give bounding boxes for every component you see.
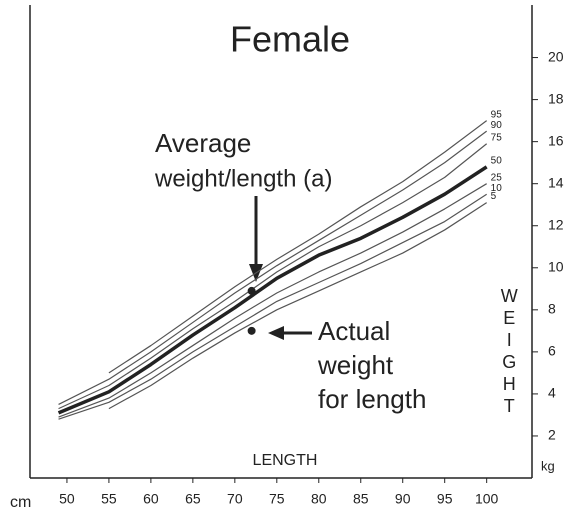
series-label: 95 — [491, 109, 503, 120]
percentile-line — [58, 183, 487, 418]
percentile-line — [57, 165, 488, 415]
percentile-line — [108, 120, 488, 374]
percentile-line — [58, 193, 487, 420]
y-tick-label: 10 — [548, 258, 564, 274]
y-tick-label: 8 — [548, 301, 556, 317]
series-label: 25 — [491, 172, 503, 183]
point — [247, 326, 256, 335]
y-tick-label: 16 — [548, 132, 564, 148]
percentile-line — [108, 202, 487, 410]
percentile-line — [58, 143, 488, 410]
x-tick-label: 90 — [395, 491, 411, 507]
x-tick-label: 60 — [143, 491, 159, 507]
y-tick-label: 18 — [548, 90, 564, 106]
percentile-line — [58, 130, 488, 405]
arrow-head — [268, 326, 284, 340]
annotation-text: weight — [317, 350, 394, 380]
annotation-text: Average — [155, 128, 251, 158]
series-label: 50 — [491, 156, 503, 167]
y-tick-label: 14 — [548, 174, 564, 190]
annotation-text: Actual — [318, 316, 390, 346]
y-tick-label: 12 — [548, 216, 564, 232]
x-axis-label: LENGTH — [253, 452, 318, 469]
y-tick-label: 2 — [548, 427, 556, 443]
y-tick-label: 4 — [548, 385, 556, 401]
x-tick-label: 55 — [101, 491, 117, 507]
y-unit: kg — [541, 458, 555, 473]
series-label: 10 — [491, 183, 503, 194]
x-tick-label: 95 — [437, 491, 453, 507]
y-tick-label: 20 — [548, 48, 564, 64]
point — [247, 286, 256, 295]
x-tick-label: 70 — [227, 491, 243, 507]
series-label: 90 — [491, 120, 503, 131]
x-tick-label: 50 — [59, 491, 75, 507]
annotation-text: for length — [318, 384, 426, 414]
series-label: 75 — [491, 132, 503, 143]
x-tick-label: 100 — [475, 491, 499, 507]
y-axis-label: WEIGHT — [499, 286, 519, 418]
x-unit: cm — [10, 494, 31, 511]
x-tick-label: 75 — [269, 491, 285, 507]
x-tick-label: 80 — [311, 491, 327, 507]
x-tick-label: 65 — [185, 491, 201, 507]
series-label: 5 — [491, 191, 497, 202]
annotation-text: weight/length (a) — [154, 165, 332, 192]
chart-title: Female — [230, 19, 350, 60]
y-tick-label: 6 — [548, 343, 556, 359]
x-tick-label: 85 — [353, 491, 369, 507]
